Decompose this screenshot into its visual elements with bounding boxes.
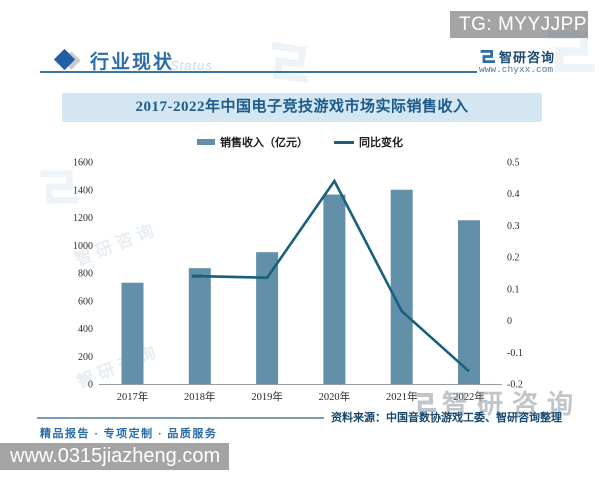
svg-text:-0.2: -0.2 [507, 380, 523, 391]
chart-plot: 0 200 400 600 800 1000 1200 1400 1600 0.5 0.4 0.3 0.… [73, 158, 523, 404]
chart-title: 2017-2022年中国电子竞技游戏市场实际销售收入 [62, 93, 542, 122]
legend-label-sales: 销售收入（亿元） [220, 137, 308, 149]
data-source: 资料来源：中国音数协游戏工委、智研咨询整理 [331, 412, 562, 424]
brand-watermark-text: 智研咨询 [442, 390, 583, 419]
legend-label-yoy: 同比变化 [359, 137, 403, 149]
svg-text:2020年: 2020年 [319, 390, 351, 403]
svg-text:1200: 1200 [73, 213, 93, 224]
bar-swatch-icon [197, 139, 215, 145]
svg-text:2022年: 2022年 [453, 390, 485, 403]
brand-logo-name: 智研咨询 [499, 50, 556, 65]
page-title: 行业现状 [90, 52, 175, 73]
svg-text:0.2: 0.2 [507, 253, 520, 264]
svg-text:-0.1: -0.1 [507, 348, 523, 359]
svg-text:600: 600 [78, 296, 93, 307]
svg-text:1600: 1600 [73, 158, 93, 169]
svg-text:2021年: 2021年 [386, 390, 418, 403]
brand-watermark-bottom: 智研咨询 [411, 384, 582, 421]
svg-text:200: 200 [78, 352, 93, 363]
legend-item-sales: 销售收入（亿元） [197, 134, 308, 150]
status-watermark: Status [170, 58, 213, 73]
line-swatch-icon [334, 140, 354, 144]
svg-text:2017年: 2017年 [117, 390, 149, 403]
svg-text:0: 0 [507, 316, 512, 327]
brand-logo-icon [478, 48, 495, 65]
brand-logo-url: www.chyxx.com [479, 64, 554, 75]
chart-legend: 销售收入（亿元） 同比变化 [0, 133, 600, 151]
svg-text:0.5: 0.5 [507, 158, 520, 169]
svg-text:400: 400 [78, 324, 93, 335]
svg-text:0.4: 0.4 [507, 189, 520, 200]
svg-text:2019年: 2019年 [251, 390, 283, 403]
footer-divider [37, 417, 324, 419]
legend-item-yoy: 同比变化 [334, 134, 403, 150]
svg-text:0.3: 0.3 [507, 221, 520, 232]
logo-watermark-icon [259, 35, 314, 94]
header-divider [40, 71, 477, 73]
svg-text:800: 800 [78, 269, 93, 280]
logo-watermark-icon [411, 390, 436, 415]
svg-text:1400: 1400 [73, 185, 93, 196]
tg-badge: TG: MYYJJPP [450, 11, 588, 38]
svg-text:1000: 1000 [73, 241, 93, 252]
svg-text:0: 0 [88, 380, 93, 391]
bottom-url-bar: www.0315jiazheng.com [0, 443, 229, 470]
brand-logo: 智研咨询 [478, 47, 555, 66]
footer-tagline: 精品报告 · 专项定制 · 品质服务 [40, 428, 218, 440]
svg-text:0.1: 0.1 [507, 284, 520, 295]
svg-text:2018年: 2018年 [184, 390, 216, 403]
